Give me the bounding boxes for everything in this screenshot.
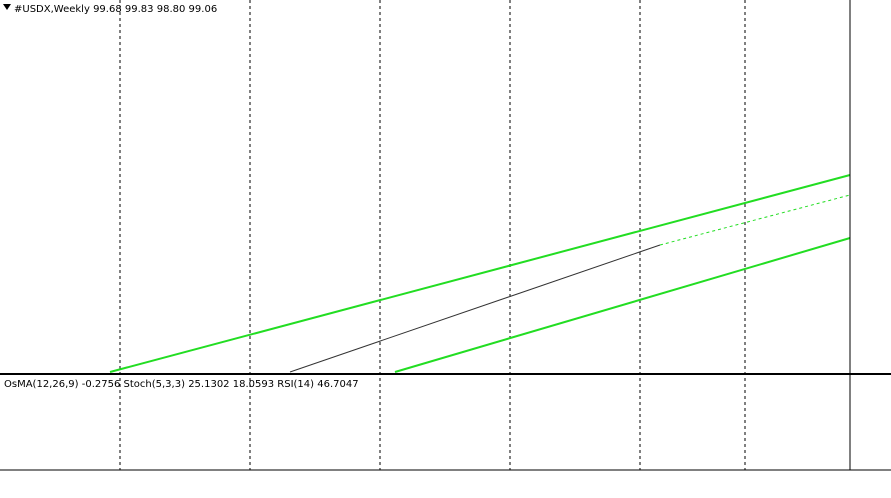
vertical-grid [119, 0, 746, 470]
oscillator-header: OsMA(12,26,9) -0.2756 Stoch(5,3,3) 25.13… [4, 379, 359, 390]
trendlines [109, 174, 851, 373]
chart-header: #USDX,Weekly 99.68 99.83 98.80 99.06 [14, 4, 217, 15]
header-arrow [3, 4, 11, 10]
